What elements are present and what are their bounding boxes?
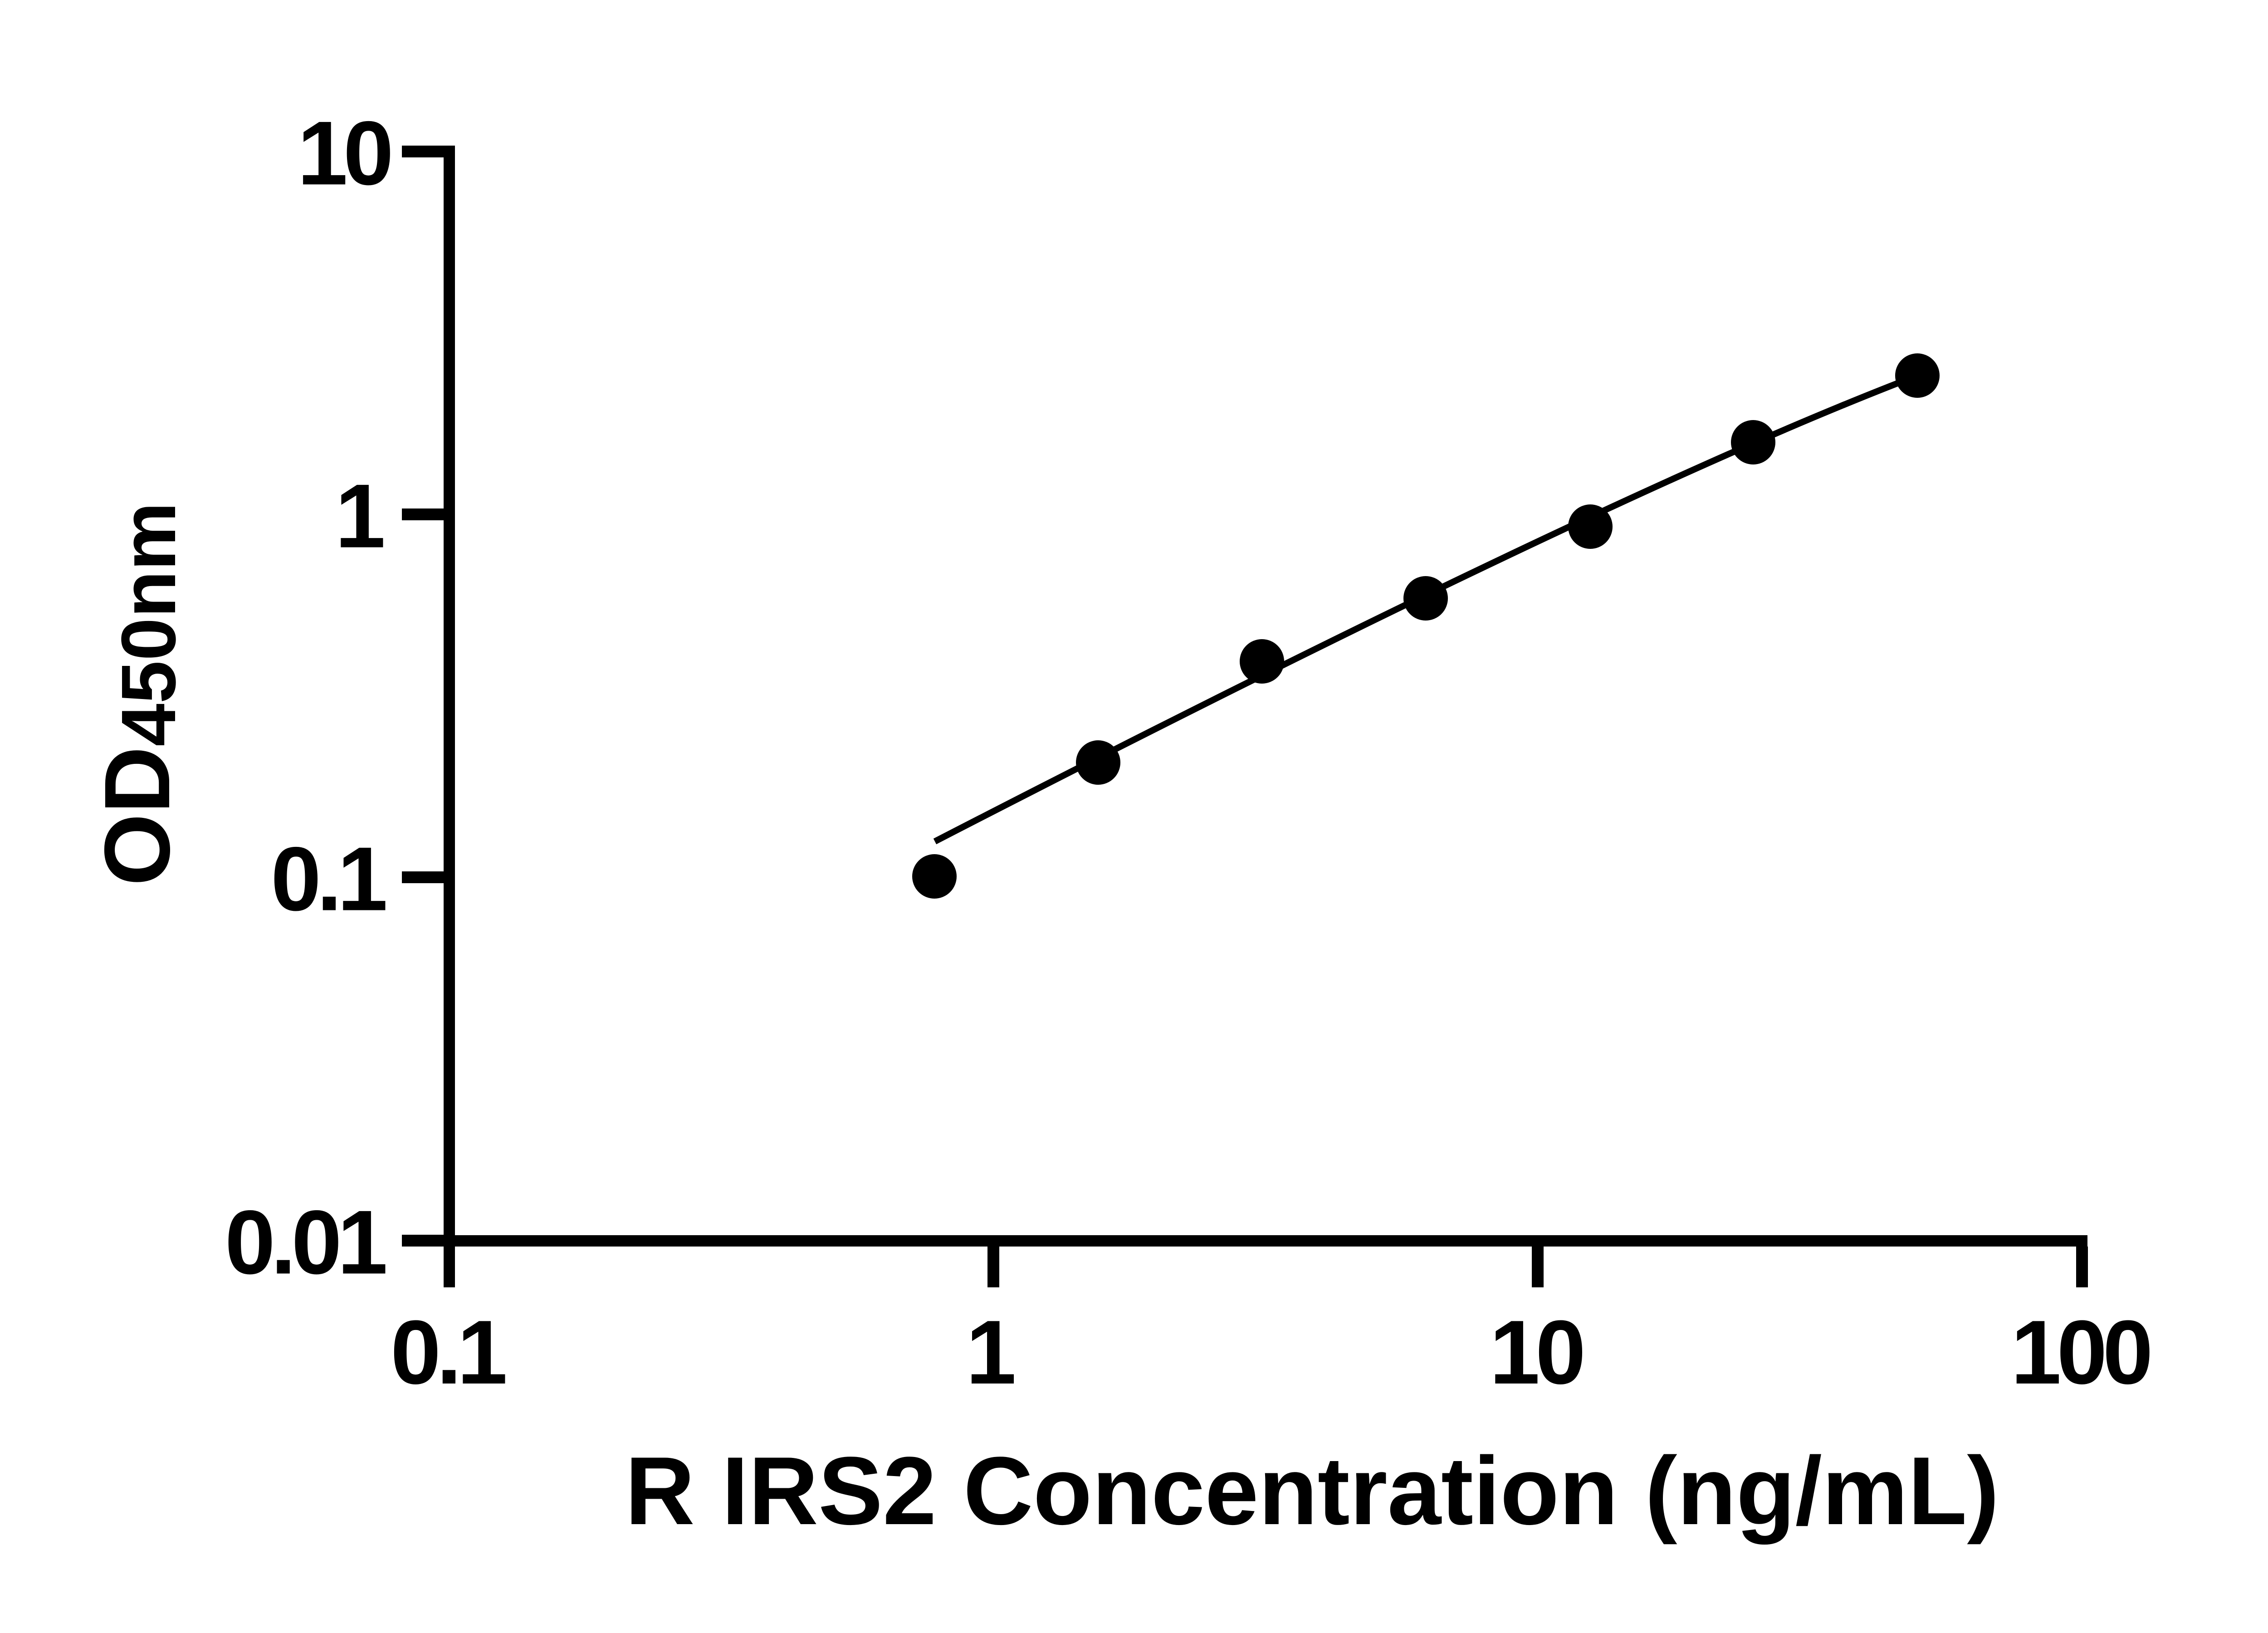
- svg-text:0.01: 0.01: [225, 1192, 386, 1293]
- svg-text:0.1: 0.1: [391, 1302, 505, 1403]
- svg-text:OD450nm: OD450nm: [85, 502, 192, 886]
- svg-text:100: 100: [2011, 1302, 2150, 1403]
- svg-text:10: 10: [298, 103, 391, 204]
- svg-text:0.1: 0.1: [271, 829, 386, 930]
- svg-text:R IRS2 Concentration (ng/mL): R IRS2 Concentration (ng/mL): [625, 1437, 1999, 1545]
- svg-text:1: 1: [335, 466, 386, 567]
- svg-text:1: 1: [966, 1302, 1016, 1403]
- svg-text:10: 10: [1490, 1302, 1583, 1403]
